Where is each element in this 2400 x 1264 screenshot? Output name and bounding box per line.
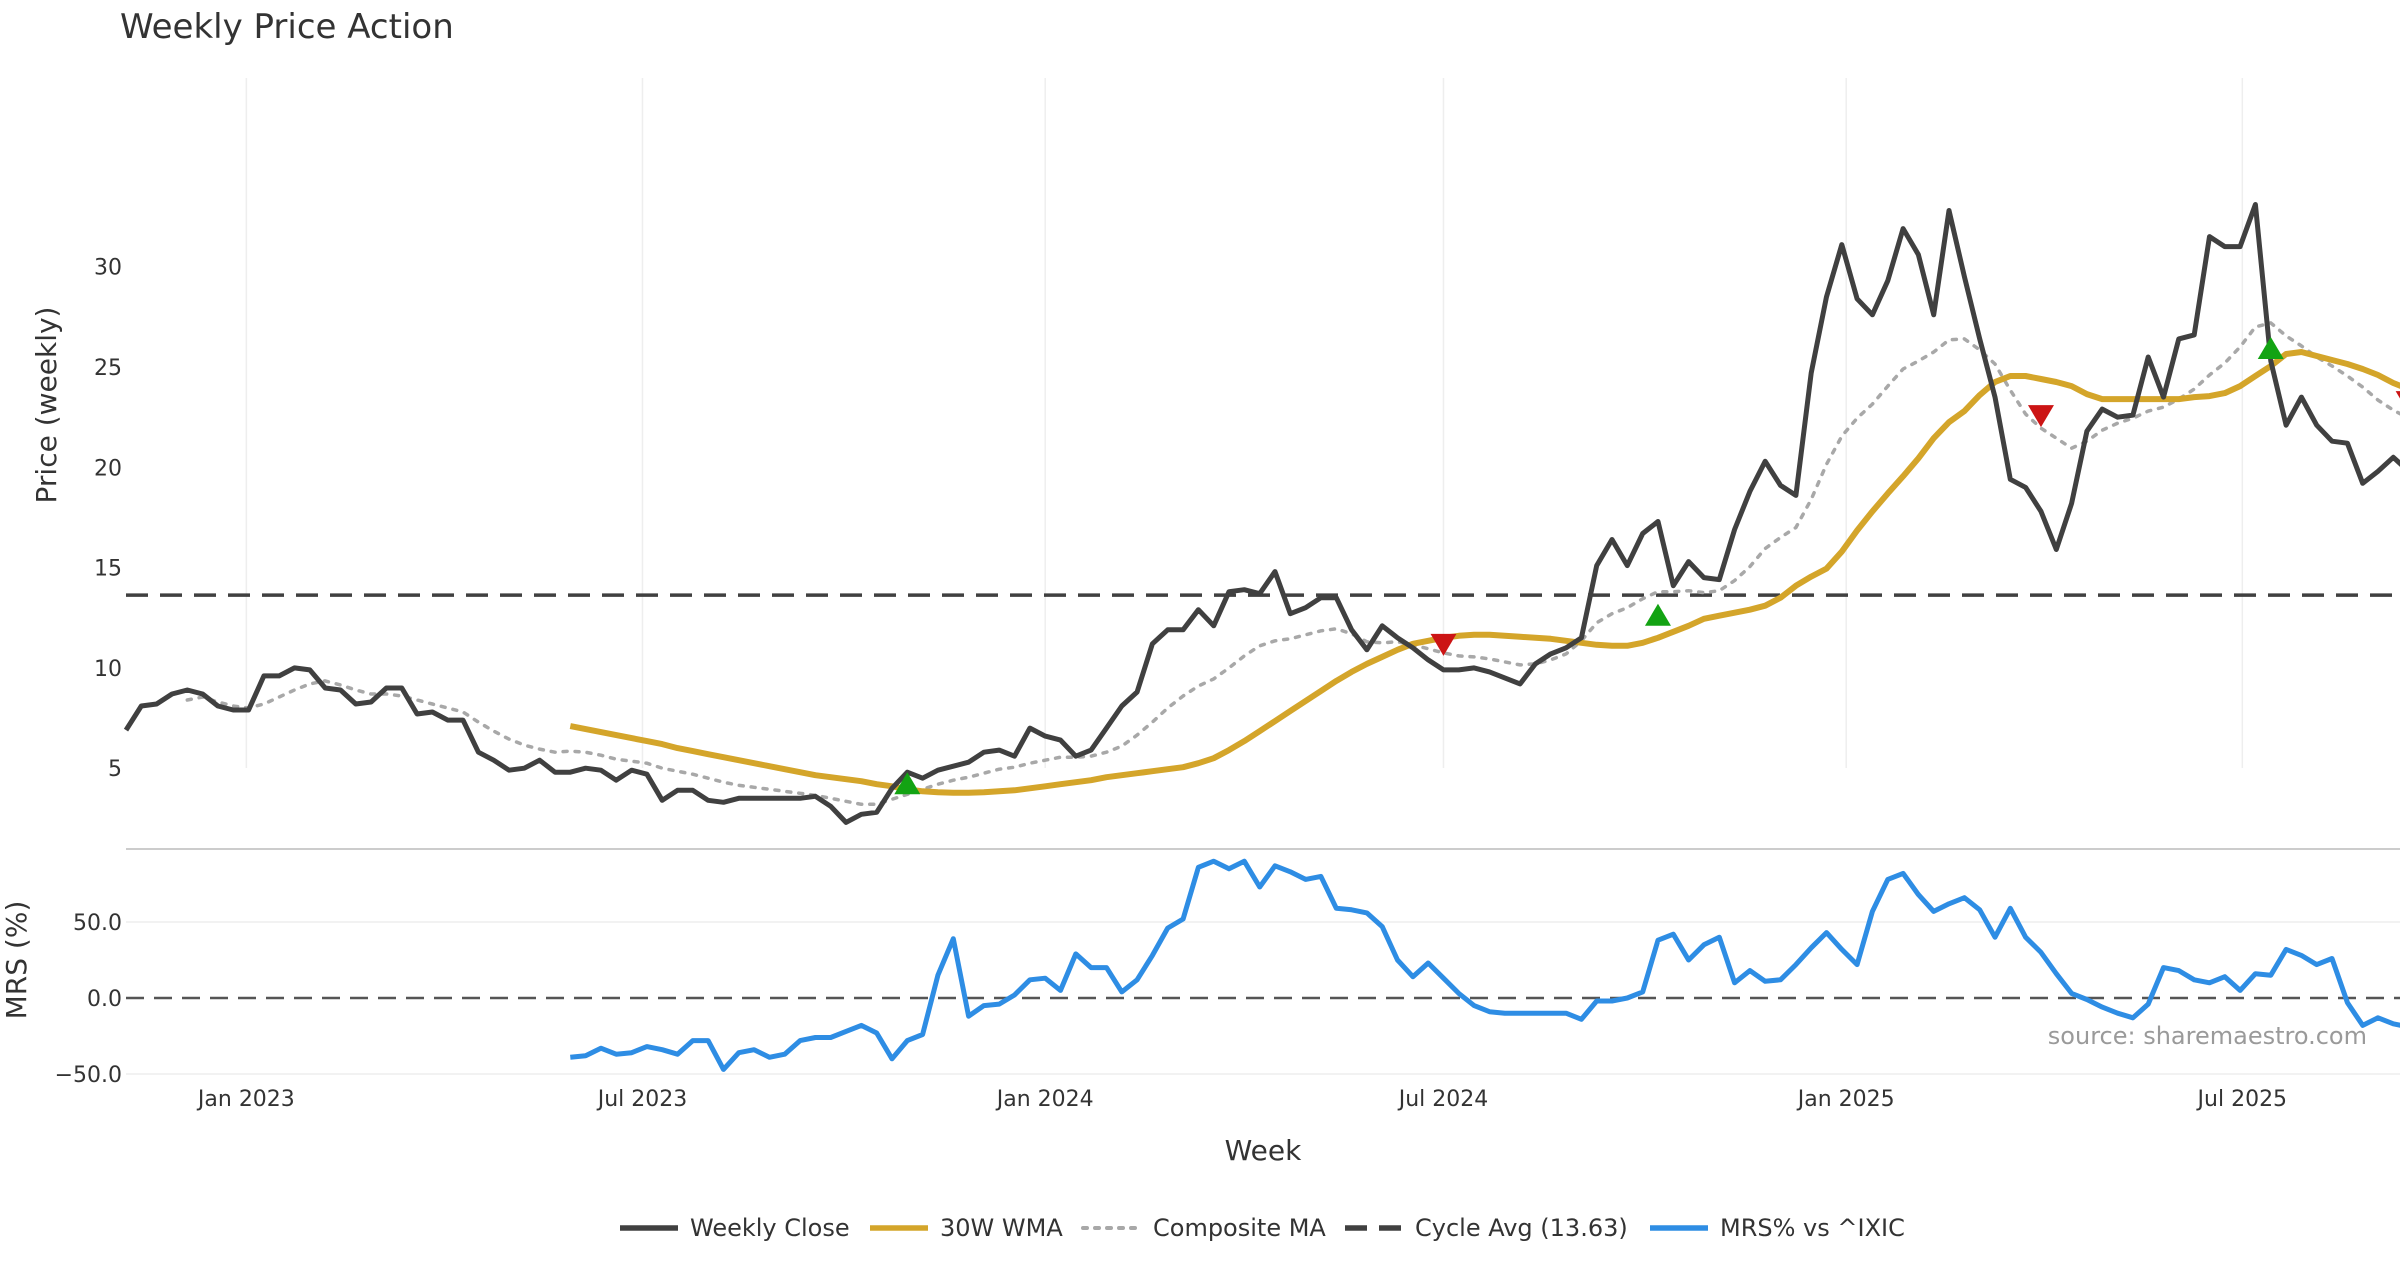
price-y-tick-label: 15: [94, 557, 122, 582]
mrs-lines: [126, 858, 2400, 1072]
sell-signal-marker: [2027, 405, 2054, 428]
buy-signal-marker: [1644, 603, 1671, 626]
price-y-tick-label: 25: [94, 356, 122, 381]
sell-signal-marker: [2395, 391, 2400, 399]
mrs-y-tick-label: 50.0: [73, 911, 122, 936]
price-lines: [123, 202, 2400, 825]
x-ticks: Jan 2023 Jul 2023 Jan 2024 Jul 2024 Jan 2025…: [196, 1087, 2287, 1112]
legend-label: Cycle Avg (13.63): [1415, 1214, 1628, 1242]
price-y-axis-title: Price (weekly): [30, 307, 63, 504]
x-tick-label: Jul 2024: [1397, 1087, 1489, 1112]
legend-label: MRS% vs ^IXIC: [1720, 1214, 1905, 1242]
mrs-y-tick-label: −50.0: [55, 1063, 122, 1088]
price-y-tick-label: 30: [94, 256, 122, 281]
source-credit: source: sharemaestro.com: [2048, 1022, 2367, 1050]
legend-label: Weekly Close: [690, 1214, 850, 1242]
x-tick-label: Jan 2023: [196, 1087, 295, 1112]
legend-label: Composite MA: [1153, 1214, 1326, 1242]
mrs-y-axis-title: MRS (%): [0, 901, 33, 1020]
weekly-close-line: [123, 202, 2400, 825]
price-y-tick-label: 5: [108, 757, 122, 782]
price-y-tick-label: 10: [94, 657, 122, 682]
buy-signal-marker: [2257, 336, 2284, 359]
x-tick-label: Jul 2025: [2196, 1087, 2288, 1112]
legend-label: 30W WMA: [940, 1214, 1063, 1242]
price-y-tick-label: 20: [94, 456, 122, 481]
price-y-ticks: 5 10 15 20 25 30: [94, 256, 122, 783]
wma-30w-line: [569, 349, 2400, 796]
composite-ma-line: [185, 321, 2400, 807]
sell-signal-marker: [1430, 633, 1457, 656]
chart-title: Weekly Price Action: [120, 7, 454, 47]
legend: Weekly Close 30W WMA Composite MA Cycle Avg…: [620, 1214, 1905, 1242]
x-tick-label: Jan 2025: [1796, 1087, 1895, 1112]
mrs-line: [570, 858, 2400, 1072]
x-tick-label: Jan 2024: [995, 1087, 1094, 1112]
mrs-gridlines: [126, 921, 2400, 1075]
x-axis-title: Week: [1225, 1134, 1302, 1167]
mrs-y-ticks: 50.0 0.0 −50.0: [55, 911, 122, 1088]
buy-signal-marker: [894, 772, 921, 795]
price-gridlines: [245, 78, 2244, 768]
x-tick-label: Jul 2023: [596, 1087, 688, 1112]
signal-markers: [894, 336, 2400, 795]
mrs-y-tick-label: 0.0: [87, 987, 122, 1012]
